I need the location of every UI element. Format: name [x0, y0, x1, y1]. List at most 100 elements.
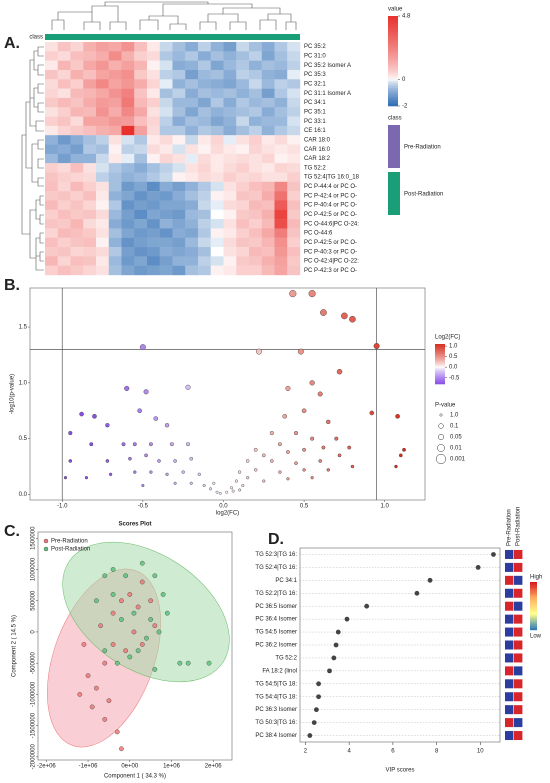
volcano-point: [245, 459, 250, 463]
heat-cell: [83, 42, 97, 52]
heat-cell: [83, 256, 97, 266]
heat-cell: [121, 237, 135, 248]
colorbar-segment: [388, 61, 398, 64]
heat-cell: [514, 562, 523, 572]
heat-cell: [108, 181, 122, 192]
heat-cell: [261, 163, 275, 173]
heat-cell: [134, 79, 148, 89]
heat-cell: [505, 627, 514, 637]
x-tick-label: 0e+00: [121, 764, 139, 770]
heat-cell: [45, 181, 58, 192]
heat-cell: [70, 69, 84, 80]
heat-cell: [147, 79, 160, 89]
volcano-point: [326, 419, 331, 425]
volcano-point: [173, 481, 177, 485]
size-legend-label: 0.01: [450, 446, 462, 452]
legend-gradient: [530, 600, 537, 602]
heat-cell: [210, 172, 224, 182]
heat-cell: [134, 125, 148, 136]
colorbar-segment: [388, 22, 398, 26]
heat-cell: [70, 144, 84, 155]
volcano-point: [318, 459, 322, 463]
heat-cell: [159, 237, 173, 248]
colorbar-segment: [435, 350, 445, 352]
colorbar-segment: [435, 369, 445, 371]
heat-cell: [223, 69, 237, 80]
plot-frame: [29, 287, 426, 501]
legend-gradient: [530, 604, 537, 607]
heat-cell: [505, 614, 514, 624]
colorbar-segment: [435, 345, 445, 347]
volcano-point: [212, 481, 216, 485]
heat-cell: [96, 69, 109, 80]
heat-cell: [172, 144, 186, 155]
heat-cell: [70, 219, 84, 229]
score-point: [110, 610, 116, 616]
heat-cell: [505, 640, 514, 650]
heat-cell: [57, 209, 71, 220]
colorbar-segment: [435, 357, 445, 359]
row-label: PC 34:1: [304, 100, 326, 106]
heat-cell: [287, 219, 301, 229]
volcano-point: [105, 459, 110, 463]
score-point: [106, 698, 112, 704]
heat-cell: [223, 88, 237, 99]
heat-cell: [261, 153, 275, 164]
size-legend-title: P-value: [435, 403, 456, 409]
heat-cell: [57, 228, 71, 238]
heat-cell: [274, 135, 288, 145]
plot-frame: [37, 531, 233, 761]
heat-cell: [147, 181, 160, 192]
heat-cell: [121, 69, 135, 80]
colorbar-segment: [388, 43, 398, 46]
heat-cell: [134, 172, 148, 182]
colorbar-segment: [435, 352, 445, 354]
heat-cell: [159, 125, 173, 136]
heat-cell: [121, 209, 135, 220]
legend-gradient: [530, 622, 537, 625]
legend-gradient: [530, 619, 537, 621]
x-tick-label: 6: [391, 749, 395, 755]
heat-cell: [45, 135, 58, 145]
heat-cell: [249, 79, 262, 89]
heat-cell: [274, 69, 288, 80]
heat-cell: [134, 181, 148, 192]
heat-cell: [274, 209, 288, 220]
heat-cell: [505, 653, 514, 663]
heat-cell: [236, 42, 250, 52]
heat-cell: [96, 265, 109, 276]
heat-cell: [185, 228, 199, 238]
score-point: [94, 598, 99, 604]
volcano-point: [124, 385, 130, 391]
heat-cell: [185, 247, 199, 257]
heat-cell: [185, 60, 199, 71]
vip-dot: [491, 552, 496, 557]
class-bar-label: class: [29, 35, 43, 41]
heat-cell: [236, 144, 250, 155]
heat-cell: [236, 116, 250, 127]
vip-dot: [307, 733, 313, 738]
heat-cell: [172, 209, 186, 220]
colorbar-segment: [435, 372, 445, 374]
colorbar-segment: [388, 45, 398, 48]
score-point: [85, 673, 91, 679]
score-point: [139, 560, 145, 566]
heat-cell: [261, 97, 275, 108]
heat-cell: [108, 116, 122, 127]
x-axis-label: VIP scores: [386, 768, 415, 774]
heat-cell: [108, 79, 122, 89]
colorbar-segment: [388, 56, 398, 60]
heat-cell: [514, 614, 523, 624]
score-point: [152, 623, 158, 629]
heat-cell: [83, 107, 97, 117]
heat-cell: [249, 69, 262, 80]
heat-cell: [198, 97, 211, 108]
volcano-point: [157, 459, 161, 463]
colorbar-segment: [388, 83, 398, 87]
heat-cell: [223, 60, 237, 71]
row-label: TG 52:2: [304, 165, 326, 171]
heat-cell: [45, 172, 58, 182]
volcano-point: [238, 488, 242, 492]
score-point: [135, 604, 141, 610]
x-tick-label: 10: [477, 749, 484, 755]
